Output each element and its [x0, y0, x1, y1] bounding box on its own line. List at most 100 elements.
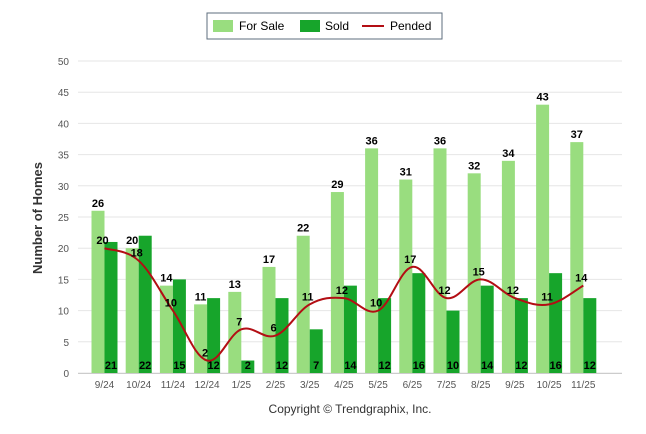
for-sale-value-label: 34	[502, 148, 515, 160]
x-tick-label: 8/25	[471, 380, 491, 391]
x-tick-label: 9/24	[95, 380, 115, 391]
legend-label-for-sale: For Sale	[239, 19, 285, 33]
x-tick-label: 11/25	[571, 380, 596, 391]
for-sale-value-label: 26	[92, 198, 104, 210]
x-tick-label: 12/24	[195, 380, 220, 391]
sold-value-label: 12	[378, 360, 390, 372]
legend-frame	[206, 12, 443, 40]
y-tick-label: 30	[58, 182, 70, 193]
bar-for-sale	[125, 248, 139, 373]
for-sale-value-label: 43	[536, 92, 548, 104]
y-tick-label: 15	[58, 275, 70, 286]
pended-value-label: 11	[541, 291, 553, 303]
for-sale-value-label: 20	[126, 235, 138, 247]
sold-value-label: 10	[447, 360, 459, 372]
pended-value-label: 17	[404, 254, 416, 266]
sold-value-label: 16	[549, 360, 561, 372]
for-sale-value-label: 14	[160, 273, 173, 285]
bar-sold	[446, 310, 460, 373]
sold-value-label: 12	[276, 360, 288, 372]
sold-value-label: 12	[584, 360, 596, 372]
sold-value-label: 21	[105, 360, 117, 372]
bar-for-sale	[570, 142, 584, 373]
pended-line	[104, 247, 584, 362]
copyright-credit: Copyright © Trendgraphix, Inc.	[269, 402, 432, 416]
bar-sold	[480, 285, 494, 373]
x-tick-label: 11/24	[161, 380, 186, 391]
bar-sold	[275, 298, 289, 373]
bar-for-sale	[228, 291, 242, 373]
for-sale-value-label: 32	[468, 160, 480, 172]
sold-value-label: 12	[207, 360, 219, 372]
bar-sold	[549, 273, 563, 373]
y-tick-label: 10	[58, 307, 70, 318]
y-axis-title: Number of Homes	[30, 162, 45, 274]
for-sale-value-label: 22	[297, 223, 309, 235]
legend-swatch-for-sale	[213, 20, 233, 32]
pended-value-label: 10	[165, 298, 177, 310]
x-axis-ticks: 9/24 10/24 11/24 12/24 1/25 2/25 3/25 4/25 5/25 6…	[95, 380, 596, 391]
bar-sold	[514, 298, 528, 373]
pended-value-label: 15	[473, 266, 485, 278]
pended-value-label: 18	[131, 248, 143, 260]
for-sale-value-label: 31	[400, 167, 412, 179]
sold-value-label: 14	[344, 360, 357, 372]
data-labels: 2621202214151112132171222729143612311636…	[92, 92, 596, 372]
for-sale-value-label: 11	[195, 291, 207, 303]
pended-line-layer	[104, 247, 584, 362]
bar-for-sale	[501, 160, 515, 373]
bar-sold	[172, 279, 186, 373]
pended-value-label: 10	[370, 298, 382, 310]
y-tick-label: 40	[58, 119, 70, 130]
for-sale-value-label: 37	[571, 129, 583, 141]
bar-for-sale	[536, 104, 550, 374]
bar-for-sale	[296, 235, 310, 373]
sold-value-label: 14	[481, 360, 494, 372]
bar-for-sale	[467, 173, 481, 373]
pended-value-label: 12	[438, 285, 450, 297]
sold-value-label: 22	[139, 360, 151, 372]
sold-value-label: 2	[245, 360, 251, 372]
x-tick-label: 5/25	[368, 380, 388, 391]
pended-value-label: 7	[236, 316, 242, 328]
bar-sold	[104, 241, 118, 373]
bar-sold	[309, 329, 323, 373]
sold-value-label: 12	[515, 360, 527, 372]
pended-value-label: 2	[202, 348, 208, 360]
pended-value-label: 14	[575, 273, 588, 285]
y-tick-label: 0	[63, 369, 69, 380]
pended-value-label: 12	[336, 285, 348, 297]
bar-sold	[412, 273, 426, 373]
y-tick-label: 35	[58, 151, 70, 162]
bar-for-sale	[330, 192, 344, 373]
sold-value-label: 7	[313, 360, 319, 372]
bar-sold	[138, 235, 152, 373]
y-tick-label: 20	[58, 244, 70, 255]
x-tick-label: 3/25	[300, 380, 320, 391]
bar-for-sale	[365, 148, 379, 373]
pended-value-label: 12	[507, 285, 519, 297]
x-tick-label: 4/25	[334, 380, 354, 391]
legend-label-sold: Sold	[325, 19, 349, 33]
x-tick-label: 9/25	[505, 380, 525, 391]
for-sale-value-label: 17	[263, 254, 275, 266]
sold-value-label: 15	[173, 360, 185, 372]
pended-value-label: 6	[270, 323, 276, 335]
x-tick-label: 10/25	[537, 380, 562, 391]
bar-sold	[343, 285, 357, 373]
legend: For Sale Sold Pended	[206, 12, 443, 40]
bar-for-sale	[399, 179, 413, 373]
y-tick-label: 45	[58, 88, 70, 99]
for-sale-value-label: 29	[331, 179, 343, 191]
for-sale-value-label: 36	[434, 135, 446, 147]
sold-value-label: 16	[413, 360, 425, 372]
x-tick-label: 2/25	[266, 380, 286, 391]
x-tick-label: 6/25	[403, 380, 423, 391]
for-sale-value-label: 13	[229, 279, 241, 291]
bar-sold	[378, 298, 392, 373]
bar-sold	[583, 298, 597, 373]
bar-for-sale	[91, 210, 105, 373]
y-tick-label: 25	[58, 213, 70, 224]
